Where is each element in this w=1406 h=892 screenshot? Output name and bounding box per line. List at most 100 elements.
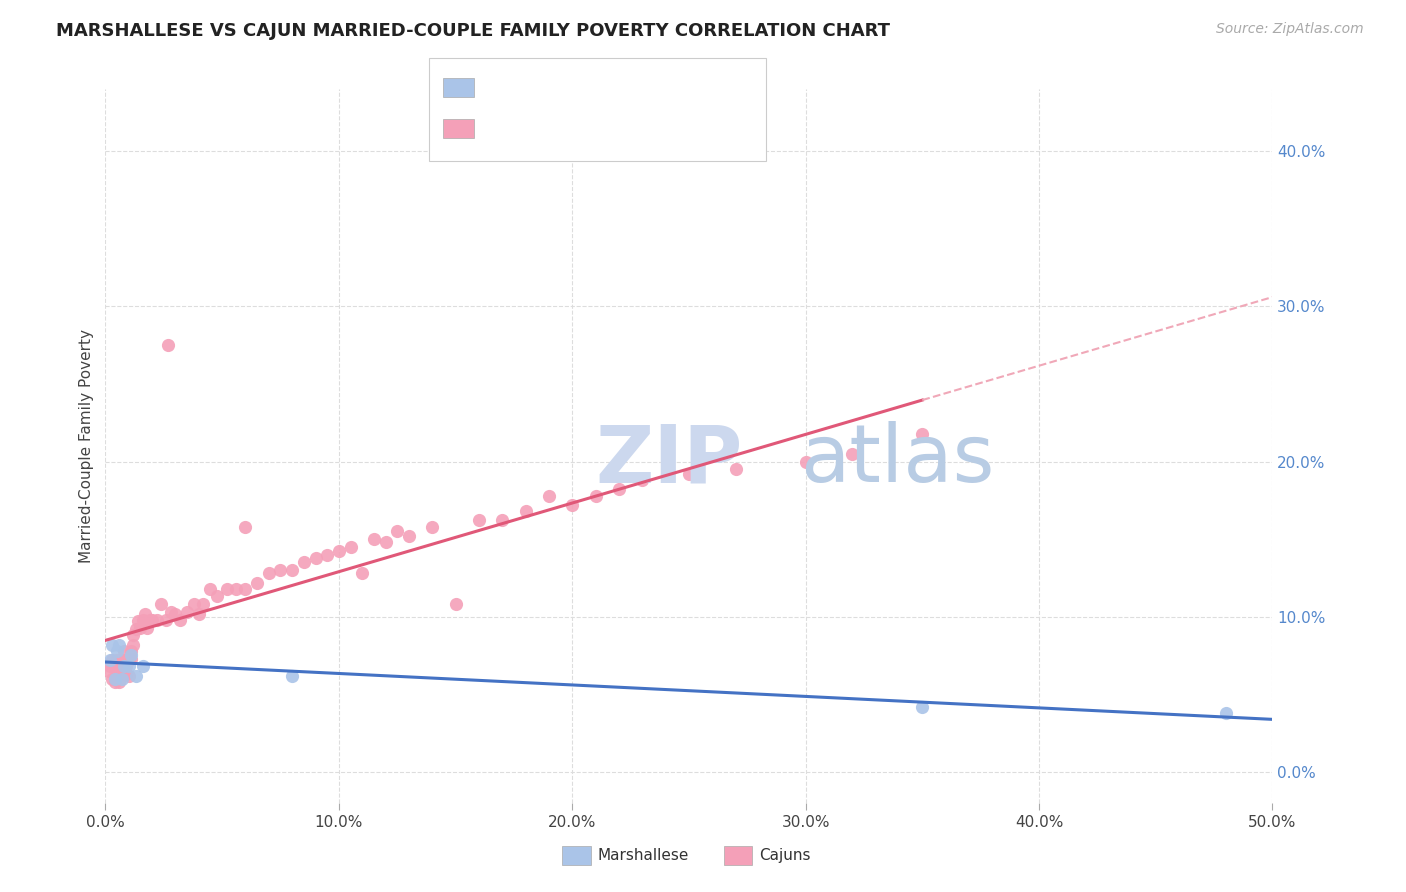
Point xyxy=(141,613,163,627)
Text: N =: N = xyxy=(609,78,645,95)
Point xyxy=(136,620,159,634)
Point xyxy=(911,699,934,714)
Text: Cajuns: Cajuns xyxy=(759,848,811,863)
Point xyxy=(120,648,142,663)
Point xyxy=(108,674,131,689)
Point xyxy=(104,659,127,673)
Y-axis label: Married-Couple Family Poverty: Married-Couple Family Poverty xyxy=(79,329,94,563)
Point xyxy=(678,467,700,481)
Point xyxy=(374,535,396,549)
Point xyxy=(118,668,141,682)
Point xyxy=(911,426,934,441)
Point xyxy=(235,582,257,596)
Point xyxy=(363,532,385,546)
Point xyxy=(159,605,181,619)
Text: N =: N = xyxy=(609,119,645,136)
Point xyxy=(352,566,374,581)
Point xyxy=(269,563,292,577)
Point xyxy=(150,597,173,611)
Point xyxy=(146,613,169,627)
Point xyxy=(108,638,131,652)
Point xyxy=(385,524,408,539)
Point xyxy=(104,672,127,686)
Point xyxy=(155,613,177,627)
Point xyxy=(98,659,121,673)
Point xyxy=(111,667,134,681)
Point xyxy=(215,582,238,596)
Point xyxy=(316,548,339,562)
Point xyxy=(120,651,142,665)
Point xyxy=(127,615,149,629)
Text: R =: R = xyxy=(482,78,519,95)
Point xyxy=(1215,706,1237,720)
Point xyxy=(304,550,326,565)
Point xyxy=(97,664,120,678)
Point xyxy=(537,489,560,503)
Point xyxy=(111,659,134,673)
Text: 0.349: 0.349 xyxy=(524,119,578,136)
Point xyxy=(101,672,124,686)
Point xyxy=(183,597,205,611)
Point xyxy=(118,653,141,667)
Point xyxy=(328,544,350,558)
Point xyxy=(292,555,315,569)
Text: ZIP: ZIP xyxy=(596,421,742,500)
Text: MARSHALLESE VS CAJUN MARRIED-COUPLE FAMILY POVERTY CORRELATION CHART: MARSHALLESE VS CAJUN MARRIED-COUPLE FAMI… xyxy=(56,22,890,40)
Point xyxy=(132,659,155,673)
Point xyxy=(112,659,135,673)
Text: -0.251: -0.251 xyxy=(524,78,583,95)
Point xyxy=(444,597,467,611)
Point xyxy=(108,664,131,678)
Point xyxy=(420,519,443,533)
Point xyxy=(165,607,187,621)
Point xyxy=(105,644,128,658)
Point xyxy=(339,540,361,554)
Point xyxy=(193,597,215,611)
Point xyxy=(139,613,162,627)
Point xyxy=(169,613,191,627)
Text: Marshallese: Marshallese xyxy=(598,848,689,863)
Point xyxy=(200,582,222,596)
Point xyxy=(112,653,135,667)
Point xyxy=(98,653,121,667)
Point xyxy=(794,454,817,468)
Point xyxy=(120,644,142,658)
Text: 13: 13 xyxy=(651,78,673,95)
Point xyxy=(132,613,155,627)
Point xyxy=(841,447,863,461)
Point xyxy=(515,504,537,518)
Point xyxy=(125,622,148,636)
Point xyxy=(631,473,654,487)
Point xyxy=(125,668,148,682)
Point xyxy=(246,575,269,590)
Point xyxy=(157,338,180,352)
Point xyxy=(101,653,124,667)
Point xyxy=(122,628,145,642)
Point xyxy=(134,607,156,621)
Text: Source: ZipAtlas.com: Source: ZipAtlas.com xyxy=(1216,22,1364,37)
Point xyxy=(281,563,304,577)
Point xyxy=(257,566,280,581)
Point xyxy=(468,513,491,527)
Point xyxy=(115,659,138,673)
Text: R =: R = xyxy=(482,119,519,136)
Point xyxy=(104,674,127,689)
Point xyxy=(105,653,128,667)
Point xyxy=(398,529,420,543)
Point xyxy=(607,483,630,497)
Point xyxy=(176,605,198,619)
Point xyxy=(281,668,304,682)
Text: 75: 75 xyxy=(651,119,673,136)
Point xyxy=(187,607,209,621)
Point xyxy=(585,489,607,503)
Point xyxy=(111,672,134,686)
Point xyxy=(225,582,247,596)
Point xyxy=(235,519,257,533)
Point xyxy=(105,668,128,682)
Point xyxy=(118,659,141,673)
Point xyxy=(491,513,513,527)
Point xyxy=(122,638,145,652)
Text: atlas: atlas xyxy=(800,421,994,500)
Point xyxy=(112,644,135,658)
Point xyxy=(561,498,583,512)
